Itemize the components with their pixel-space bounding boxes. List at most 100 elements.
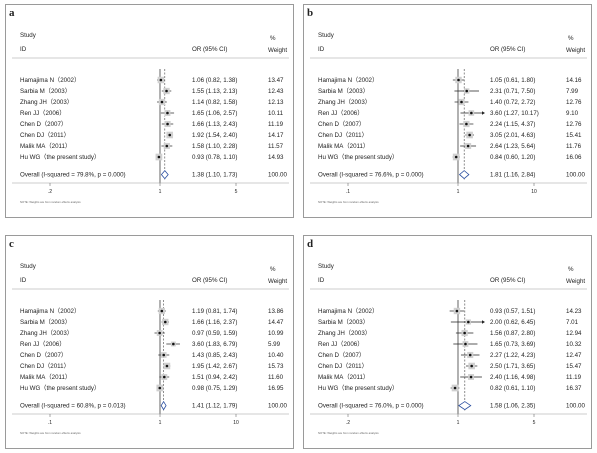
point-estimate <box>465 89 469 93</box>
study-label: Chen DJ（2011） <box>318 363 368 370</box>
point-estimate <box>470 364 473 368</box>
weight-value: 12.43 <box>268 88 284 95</box>
weight-value: 7.99 <box>566 88 579 95</box>
or-ci-text: 1.65 (0.73, 3.69) <box>490 341 535 348</box>
study-label: Sarbia M（2003） <box>318 319 369 326</box>
or-ci-text: 2.00 (0.62, 6.45) <box>490 319 535 326</box>
weight-value: 14.23 <box>566 308 582 315</box>
overall-label: Overall (I-squared = 60.8%, p = 0.013) <box>20 403 126 410</box>
pct-header: % <box>568 266 574 273</box>
point-estimate <box>168 133 172 137</box>
point-estimate <box>468 353 472 357</box>
x-tick-label: 1 <box>159 189 162 195</box>
overall-weight-value: 100.00 <box>268 172 287 179</box>
or-ci-text: 1.14 (0.82, 1.58) <box>192 99 237 106</box>
forest-plot-panel-a: a Study ID OR (95% CI)% Weight Hamajima N（20… <box>5 4 294 218</box>
or-ci-text: 1.43 (0.85, 2.43) <box>192 352 237 359</box>
forest-plot-a: Study ID OR (95% CI)% Weight Hamajima N（2002… <box>12 32 289 204</box>
point-estimate <box>158 386 162 390</box>
point-estimate <box>469 375 473 379</box>
weight-value: 15.41 <box>566 132 582 139</box>
study-label: Ren JJ（2006） <box>20 110 65 117</box>
weight-value: 9.10 <box>566 110 579 117</box>
x-tick-label: .2 <box>346 420 350 426</box>
or-ci-text: 2.27 (1.22, 4.23) <box>490 352 535 359</box>
or-ci-text: 0.84 (0.60, 1.20) <box>490 154 535 161</box>
panel-letter: d <box>307 238 314 250</box>
weight-value: 11.19 <box>566 374 582 381</box>
point-estimate <box>466 144 470 148</box>
study-label: Chen D（2007） <box>318 121 365 128</box>
weight-value: 10.40 <box>268 352 284 359</box>
weight-value: 10.99 <box>268 330 284 337</box>
x-tick-label: 1 <box>159 420 162 426</box>
weight-value: 16.37 <box>566 385 582 392</box>
overall-or-ci-text: 1.41 (1.12, 1.79) <box>192 403 237 410</box>
id-header: ID <box>318 46 325 53</box>
point-estimate <box>455 309 459 313</box>
weight-value: 11.76 <box>566 143 582 150</box>
point-estimate <box>465 122 468 126</box>
study-label: Hamajima N（2002） <box>318 77 378 84</box>
study-label: Sarbia M（2003） <box>318 88 369 95</box>
point-estimate <box>453 386 457 390</box>
study-label: Hamajima N（2002） <box>20 308 80 315</box>
weight-value: 11.57 <box>268 143 284 150</box>
weight-value: 5.99 <box>268 341 281 348</box>
forest-plot-panel-d: d Study ID OR (95% CI)% Weight Hamajima N（20… <box>303 235 592 449</box>
overall-diamond <box>458 170 470 180</box>
point-estimate <box>468 133 471 137</box>
or-ci-text: 2.64 (1.23, 5.64) <box>490 143 535 150</box>
study-label: Malik MA（2011） <box>318 374 369 381</box>
id-header: ID <box>20 277 27 284</box>
or-ci-text: 1.66 (1.13, 2.43) <box>192 121 237 128</box>
study-header: Study <box>20 263 37 270</box>
study-label: Zhang JH（2003） <box>318 330 371 337</box>
x-tick-label: 10 <box>531 189 537 195</box>
effect-header: OR (95% CI) <box>490 46 525 53</box>
footnote: NOTE: Weights are from random effects an… <box>318 200 379 204</box>
point-estimate <box>172 342 175 346</box>
point-estimate <box>464 342 467 346</box>
or-ci-text: 2.31 (0.71, 7.50) <box>490 88 535 95</box>
weight-value: 12.94 <box>566 330 582 337</box>
study-label: Zhang JH（2003） <box>20 330 73 337</box>
or-ci-text: 1.55 (1.13, 2.13) <box>192 88 237 95</box>
or-ci-text: 1.06 (0.82, 1.38) <box>192 77 237 84</box>
point-estimate <box>162 353 166 357</box>
x-tick-label: .1 <box>48 420 52 426</box>
forest-plot-c: Study ID OR (95% CI)% Weight Hamajima N（2002… <box>12 263 289 435</box>
or-ci-text: 0.97 (0.59, 1.59) <box>192 330 237 337</box>
weight-value: 14.17 <box>268 132 284 139</box>
point-estimate <box>160 309 164 313</box>
forest-plot-panel-b: b Study ID OR (95% CI)% Weight Hamajima N（20… <box>303 4 592 218</box>
study-label: Chen D（2007） <box>20 121 67 128</box>
x-tick-label: .2 <box>48 189 52 195</box>
or-ci-text: 1.05 (0.61, 1.80) <box>490 77 535 84</box>
or-ci-text: 1.58 (1.10, 2.28) <box>192 143 237 150</box>
ci-arrow <box>482 111 485 115</box>
weight-value: 16.95 <box>268 385 284 392</box>
footnote: NOTE: Weights are from random effects an… <box>20 200 81 204</box>
panel-letter: b <box>307 7 314 19</box>
overall-diamond <box>458 401 472 411</box>
or-ci-text: 3.60 (1.27, 10.17) <box>490 110 539 117</box>
footnote: NOTE: Weights are from random effects an… <box>318 431 379 435</box>
forest-plot-d: Study ID OR (95% CI)% Weight Hamajima N（2002… <box>310 263 587 435</box>
weight-value: 15.73 <box>268 363 284 370</box>
point-estimate <box>454 155 458 159</box>
forest-plot-panel-c: c Study ID OR (95% CI)% Weight Hamajima N（20… <box>5 235 294 449</box>
weight-value: 10.32 <box>566 341 582 348</box>
point-estimate <box>165 89 168 93</box>
study-header: Study <box>318 263 335 270</box>
pct-header: % <box>568 35 574 42</box>
study-label: Malik MA（2011） <box>20 143 71 150</box>
study-label: Chen DJ（2011） <box>20 132 70 139</box>
overall-label: Overall (I-squared = 76.0%, p = 0.000) <box>318 403 424 410</box>
overall-weight-value: 100.00 <box>268 403 287 410</box>
point-estimate <box>162 375 166 379</box>
point-estimate <box>467 320 470 324</box>
study-label: Zhang JH（2003） <box>20 99 73 106</box>
point-estimate <box>163 320 167 324</box>
study-label: Ren JJ（2006） <box>318 110 363 117</box>
